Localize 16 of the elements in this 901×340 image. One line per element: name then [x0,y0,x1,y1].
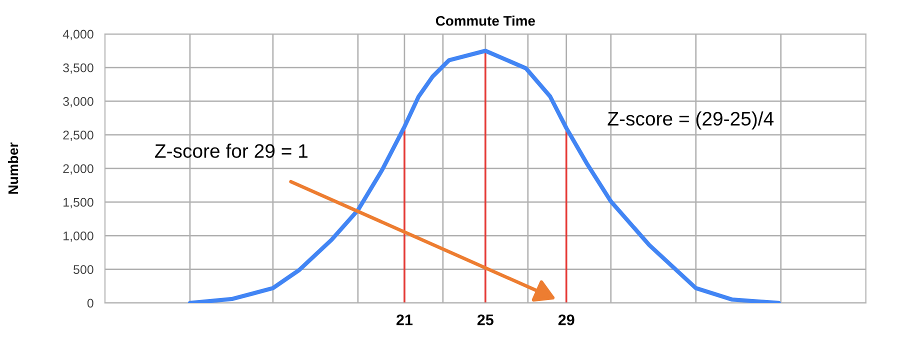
y-tick-label: 4,000 [62,30,94,40]
y-tick-label: 2,000 [63,164,94,175]
y-tick-label: 3,500 [63,63,94,74]
chart-title: Commute Time [436,16,535,26]
annotation: Z-score = (29-25)/4 [608,111,774,130]
y-tick-label: 3,000 [63,97,94,108]
x-tick-label: 21 [396,314,413,326]
x-tick-label: 25 [477,314,494,326]
y-tick-label: 1,000 [64,232,94,242]
y-tick-label: 2,500 [63,130,94,141]
annotation: Z-score for 29 = 1 [155,144,308,158]
y-tick-label: 1,500 [64,198,94,208]
x-tick-label: 29 [558,314,574,326]
y-tick-label: 0 [87,298,94,308]
y-axis-title: Number [8,142,18,194]
y-tick-label: 500 [74,265,94,274]
